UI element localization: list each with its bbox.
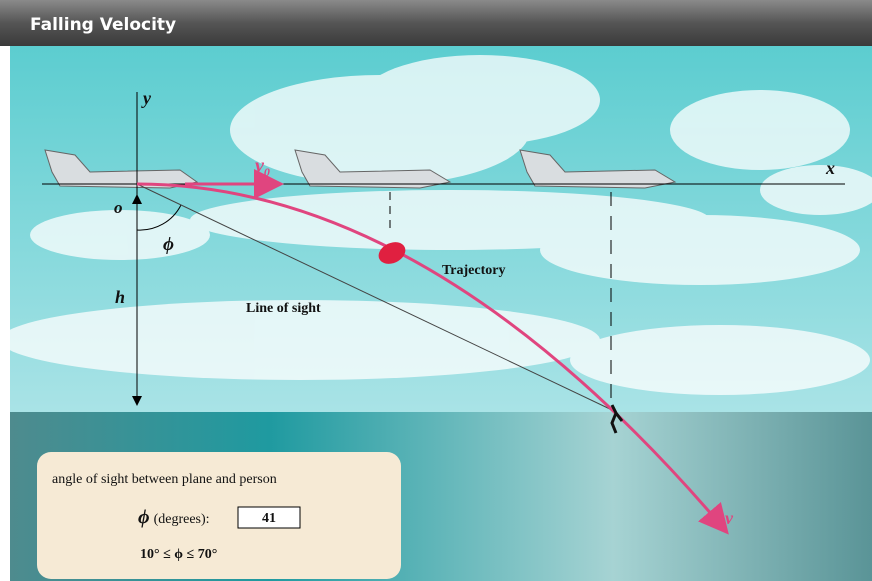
line-of-sight-label: Line of sight	[246, 301, 321, 316]
angle-label: ϕ	[163, 234, 174, 255]
v-label: v	[725, 508, 734, 528]
v0-sub: 0	[264, 165, 270, 179]
simulation: Falling Velocity y x o v 0 ϕ h Line of si…	[0, 0, 872, 581]
input-symbol: ϕ	[138, 506, 150, 528]
origin-label: o	[114, 198, 123, 217]
angle-range: 10° ≤ ϕ ≤ 70°	[140, 547, 217, 562]
trajectory-label: Trajectory	[442, 263, 505, 278]
y-label: y	[141, 88, 152, 108]
input-text: (degrees):	[154, 512, 210, 527]
x-label: x	[825, 158, 835, 178]
panel-caption: angle of sight between plane and person	[52, 472, 277, 487]
page: {"header": {"title": "Falling Velocity"}…	[0, 0, 872, 581]
title: Falling Velocity	[30, 15, 176, 35]
height-label: h	[115, 287, 125, 307]
angle-input-value[interactable]: 41	[262, 511, 276, 526]
